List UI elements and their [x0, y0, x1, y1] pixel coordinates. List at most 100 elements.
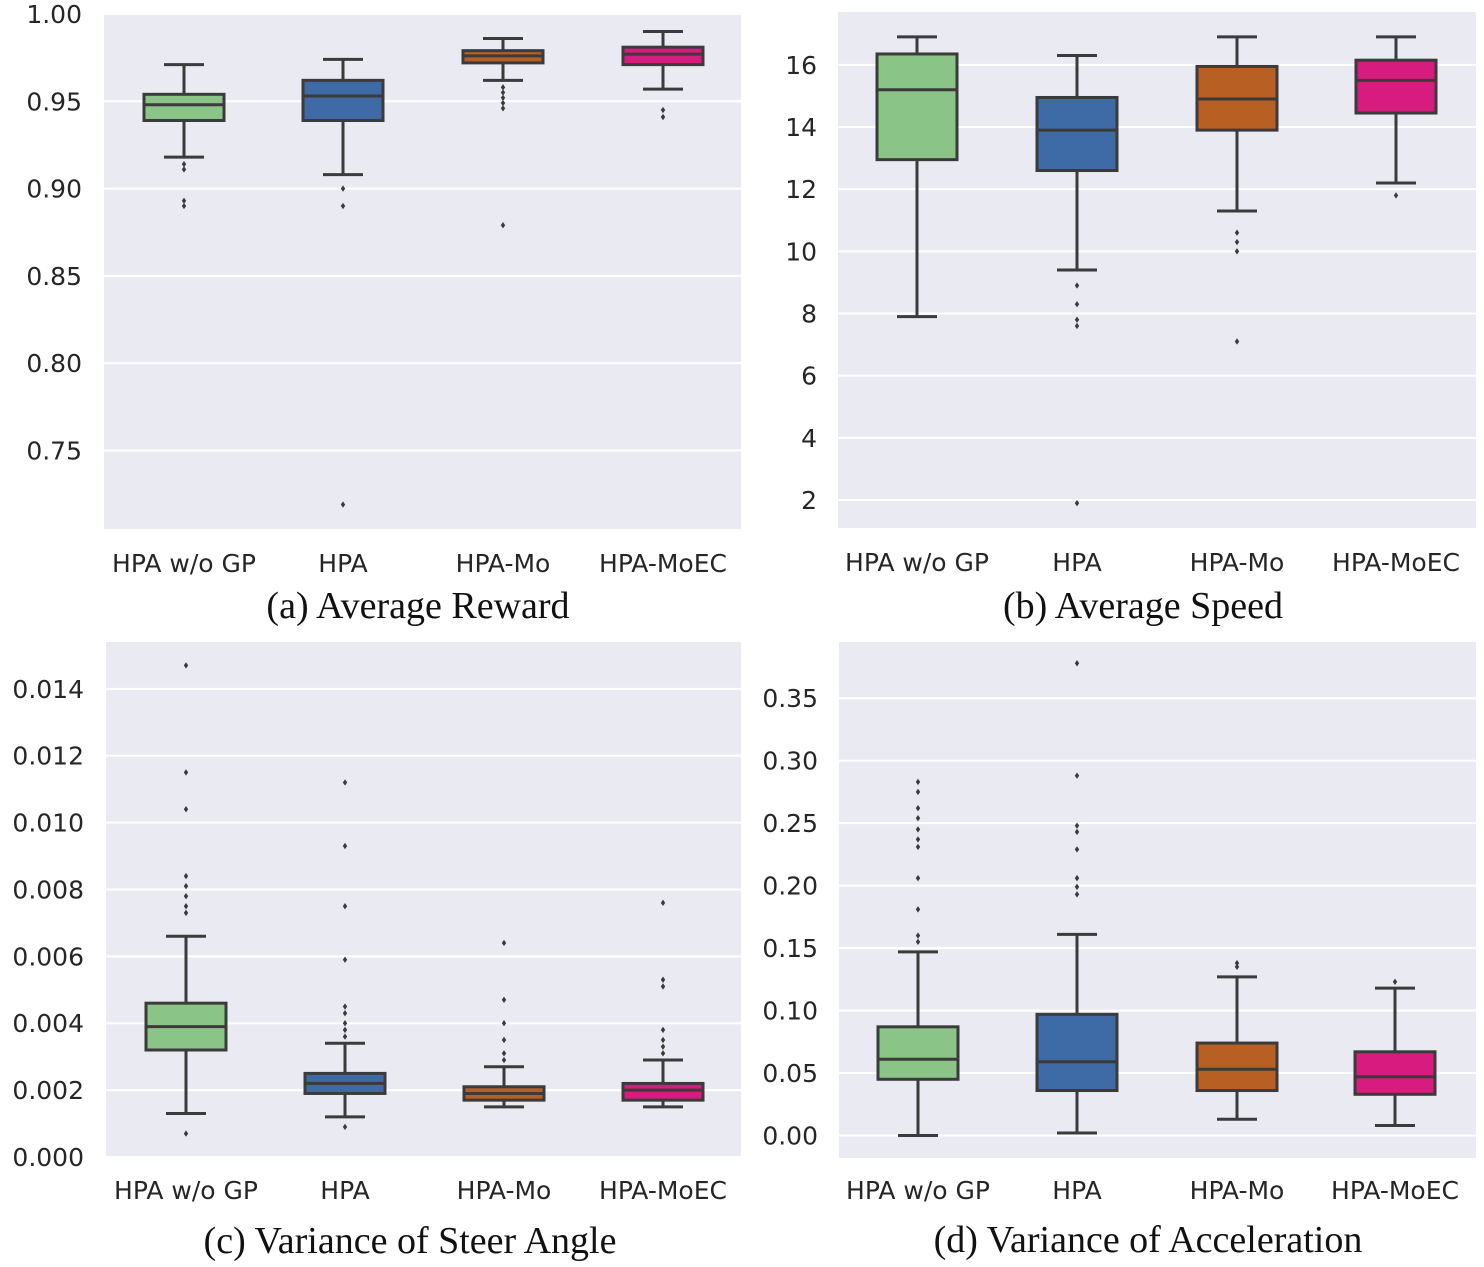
iqr-box [1035, 1012, 1119, 1093]
x-tick-label: HPA [320, 1176, 369, 1205]
y-tick-label: 4 [801, 424, 817, 453]
x-tick-label: HPA-MoEC [599, 1176, 727, 1205]
outlier-point [660, 1050, 666, 1057]
x-tick-label: HPA w/o GP [114, 1176, 258, 1205]
outlier-point [1234, 338, 1240, 345]
y-tick-label: 16 [785, 51, 817, 80]
x-tick-label: HPA-MoEC [599, 549, 727, 578]
panel-caption: (d) Variance of Acceleration [934, 1219, 1363, 1261]
outlier-point [915, 836, 921, 843]
outlier-point [915, 826, 921, 833]
y-tick-label: 0.95 [26, 87, 82, 116]
box-hpa [301, 57, 385, 508]
y-tick-label: 2 [801, 486, 817, 515]
outlier-point [1074, 883, 1080, 891]
outlier-point [500, 105, 506, 112]
outlier-point [1074, 822, 1080, 829]
plot-area [106, 642, 741, 1157]
x-tick-label: HPA [1052, 1176, 1101, 1205]
outlier-point [340, 501, 346, 508]
outlier-point [340, 185, 346, 192]
outlier-point [342, 1033, 348, 1040]
outlier-point [1074, 772, 1080, 779]
outlier-point [181, 160, 187, 168]
y-tick-label: 8 [801, 300, 817, 329]
outlier-point [500, 222, 506, 229]
outlier-point [660, 1026, 666, 1034]
outlier-point [500, 94, 506, 101]
outlier-point [915, 814, 921, 822]
y-tick-label: 0.85 [26, 262, 82, 291]
outlier-point [1074, 891, 1080, 898]
outlier-point [660, 1043, 666, 1050]
outlier-point [342, 1123, 348, 1131]
outlier-point [342, 1010, 348, 1017]
outlier-point [660, 113, 666, 121]
box-hpa [1035, 660, 1119, 1135]
panel-variance-steer-angle: 0.000 0.002 0.004 0.006 0.008 0.010 0.012 0.014… [12, 642, 741, 1262]
outlier-point [342, 1026, 348, 1034]
outlier-point [915, 778, 921, 786]
outlier-point [181, 202, 187, 210]
y-tick-label: 0.000 [12, 1143, 84, 1172]
box-hpa-w-o-gp [876, 778, 960, 1138]
y-tick-label: 0.00 [762, 1122, 818, 1151]
box-hpa-w-o-gp [144, 662, 228, 1137]
iqr-box [1353, 1050, 1437, 1096]
x-tick-label: HPA-Mo [1190, 548, 1285, 577]
outlier-point [660, 976, 666, 983]
outlier-point [915, 788, 921, 796]
outlier-point [181, 197, 187, 204]
y-tick-label: 0.75 [26, 436, 82, 465]
outlier-point [501, 939, 507, 947]
outlier-point [342, 956, 348, 963]
y-tick-label: 0.25 [762, 809, 818, 838]
x-tick-label: HPA-Mo [456, 549, 551, 578]
x-tick-label: HPA-MoEC [1331, 1176, 1459, 1205]
box-hpa-moec [1354, 35, 1438, 199]
outlier-point [660, 106, 666, 114]
box-hpa-mo [1195, 959, 1279, 1121]
outlier-point [342, 1003, 348, 1010]
outlier-point [500, 89, 506, 96]
outlier-point [1074, 300, 1080, 308]
outlier-point [915, 874, 921, 882]
iqr-box [1035, 95, 1119, 173]
outlier-point [501, 996, 507, 1004]
y-tick-label: 0.30 [762, 747, 818, 776]
outlier-point [915, 938, 921, 946]
y-tick-label: 10 [785, 237, 817, 266]
outlier-point [1074, 874, 1080, 882]
outlier-point [1074, 316, 1080, 323]
outlier-point [1392, 978, 1398, 986]
box-hpa-mo [461, 36, 545, 229]
box-hpa-moec [1353, 978, 1437, 1128]
box-hpa-mo [1195, 35, 1279, 345]
panel-average-speed: 2 4 6 8 10 12 14 16 HPA w/o GP HPA HPA-Mo HPA-MoEC… [785, 12, 1476, 627]
y-tick-label: 6 [801, 362, 817, 391]
y-tick-label: 14 [785, 113, 817, 142]
y-tick-label: 0.008 [12, 875, 84, 904]
outlier-point [501, 1036, 507, 1044]
outlier-point [342, 779, 348, 786]
outlier-point [501, 1020, 507, 1027]
iqr-box [301, 78, 385, 122]
iqr-box [875, 52, 959, 162]
y-tick-label: 0.90 [26, 175, 82, 204]
outlier-point [183, 872, 189, 880]
outlier-point [1234, 959, 1240, 967]
outlier-point [1074, 828, 1080, 836]
outlier-point [500, 84, 506, 91]
outlier-point [1234, 238, 1240, 246]
outlier-point [915, 804, 921, 812]
y-tick-label: 0.010 [12, 809, 84, 838]
y-tick-label: 0.15 [762, 934, 818, 963]
x-tick-label: HPA [318, 549, 367, 578]
outlier-point [915, 932, 921, 939]
panel-caption: (b) Average Speed [1003, 585, 1283, 627]
outlier-point [183, 909, 189, 917]
outlier-point [1074, 846, 1080, 853]
outlier-point [501, 1056, 507, 1064]
outlier-point [1074, 322, 1080, 330]
x-tick-label: HPA-Mo [457, 1176, 552, 1205]
